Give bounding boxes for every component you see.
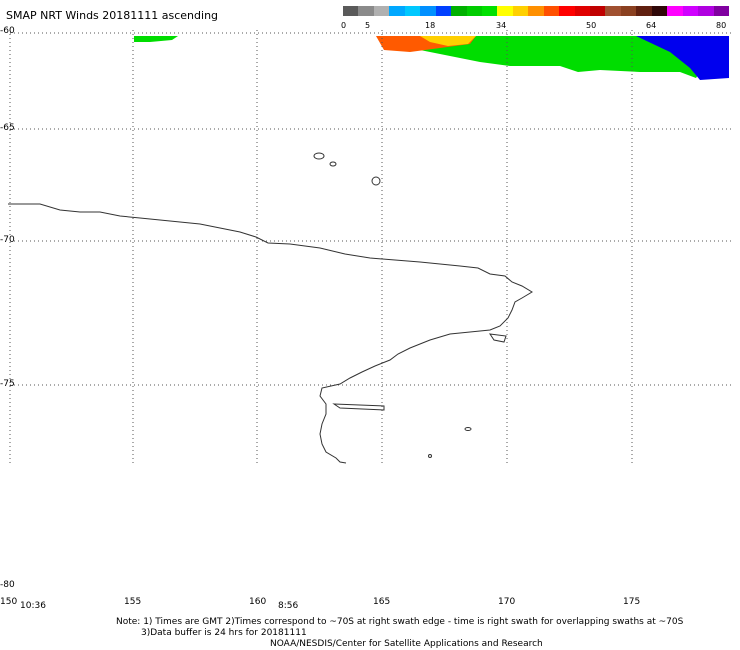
- colorbar-segment: [512, 6, 529, 16]
- colorbar-segment: [497, 6, 513, 16]
- coastline-main: [8, 203, 533, 464]
- swath-high-wind-core: [420, 36, 476, 46]
- colorbar-segment: [559, 6, 575, 16]
- wind-speed-colorbar: [343, 6, 729, 16]
- colorbar-segment: [543, 6, 560, 16]
- colorbar-segment: [574, 6, 590, 16]
- footnote-line-1: Note: 1) Times are GMT 2)Times correspon…: [116, 617, 684, 627]
- map-title: SMAP NRT Winds 20181111 ascending: [6, 9, 219, 22]
- colorbar-label-50: 50: [586, 21, 597, 30]
- colorbar-segment: [682, 6, 699, 16]
- colorbar-segment: [590, 6, 606, 16]
- colorbar-segment: [620, 6, 637, 16]
- colorbar-segment: [373, 6, 390, 16]
- lon-label-170: 170: [498, 597, 516, 607]
- colorbar-label-34: 34: [496, 21, 507, 30]
- colorbar-segment: [605, 6, 621, 16]
- swath-patch-east: [382, 36, 700, 78]
- swath-time-label-2: 8:56: [278, 601, 299, 611]
- colorbar-segment: [389, 6, 405, 16]
- colorbar-segment: [435, 6, 452, 16]
- colorbar-segment: [698, 6, 714, 16]
- colorbar-label-64: 64: [646, 21, 657, 30]
- lon-label-165: 165: [373, 597, 391, 607]
- ice-shelf-fragment: [332, 403, 385, 411]
- lon-label-160: 160: [249, 597, 267, 607]
- lon-label-175: 175: [623, 597, 641, 607]
- lon-label-155: 155: [124, 597, 142, 607]
- lon-label-150: 150: [0, 597, 18, 607]
- colorbar-segment: [636, 6, 652, 16]
- lat-label-60: -60: [0, 26, 15, 36]
- island-2: [329, 161, 337, 167]
- lat-label-80: -80: [0, 580, 15, 590]
- colorbar-segment: [466, 6, 482, 16]
- swath-time-label-1: 10:36: [20, 601, 46, 611]
- wind-swath: [134, 36, 729, 80]
- lat-label-65: -65: [0, 123, 15, 133]
- colorbar-segment: [404, 6, 421, 16]
- swath-patch-west: [134, 36, 178, 42]
- colorbar-segment: [420, 6, 436, 16]
- colorbar-segment: [528, 6, 544, 16]
- lat-label-75: -75: [0, 379, 15, 389]
- graticule: [9, 30, 732, 464]
- footnote-line-2: 3)Data buffer is 24 hrs for 20181111: [141, 628, 307, 638]
- coast-inlet: [488, 333, 507, 343]
- footnote-credit: NOAA/NESDIS/Center for Satellite Applica…: [270, 639, 543, 649]
- island-4: [464, 427, 472, 431]
- colorbar-segment: [343, 6, 359, 16]
- lat-label-70: -70: [0, 235, 15, 245]
- colorbar-label-80: 80: [716, 21, 727, 30]
- colorbar-label-18: 18: [425, 21, 436, 30]
- antarctic-coastline: [8, 152, 533, 464]
- island-1: [313, 152, 325, 160]
- island-3: [371, 176, 381, 186]
- colorbar-label-0: 0: [341, 21, 347, 30]
- colorbar-segment: [481, 6, 498, 16]
- colorbar-segment: [651, 6, 668, 16]
- colorbar-segment: [713, 6, 729, 16]
- colorbar-label-5: 5: [365, 21, 371, 30]
- colorbar-segment: [358, 6, 374, 16]
- colorbar-segment: [451, 6, 467, 16]
- colorbar-segment: [667, 6, 683, 16]
- swath-blue-edge: [636, 36, 729, 80]
- island-5: [428, 454, 432, 458]
